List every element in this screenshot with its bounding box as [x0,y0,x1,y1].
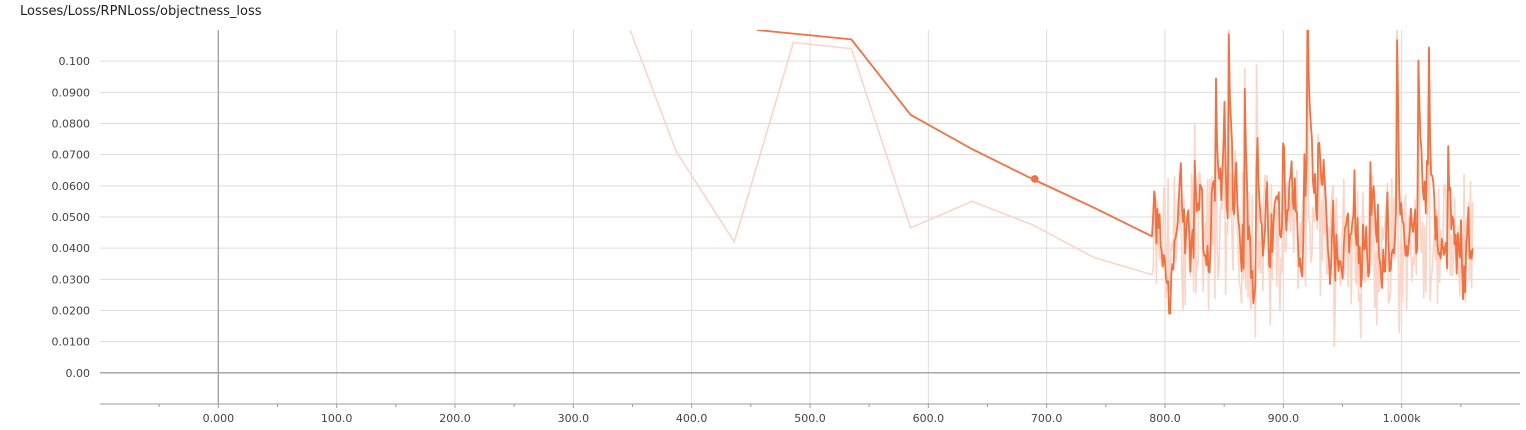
y-tick-label: 0.0900 [52,86,91,99]
smoothed-series-line [756,30,1474,315]
x-tick-label: 300.0 [558,412,590,425]
y-tick-label: 0.0600 [52,180,91,193]
x-tick-label: 400.0 [676,412,708,425]
x-tick-label: 900.0 [1268,412,1300,425]
x-tick-label: 1.000k [1383,412,1421,425]
y-tick-label: 0.00 [66,367,91,380]
y-tick-label: 0.0100 [52,336,91,349]
x-tick-label: 500.0 [794,412,826,425]
x-tick-label: 800.0 [1149,412,1181,425]
x-tick-label: 0.000 [203,412,235,425]
grid-lines [100,30,1520,404]
y-tick-label: 0.0700 [52,149,91,162]
highlighted-point [1031,175,1039,183]
y-tick-label: 0.0200 [52,305,91,318]
y-tick-label: 0.0400 [52,242,91,255]
tick-labels: 0.00 0.0100 0.0200 0.0300 0.0400 0.0500 0.0600… [52,55,1422,425]
x-tick-label: 100.0 [321,412,353,425]
y-tick-label: 0.0500 [52,211,91,224]
x-tick-label: 700.0 [1031,412,1063,425]
smoothed-series [756,30,1474,315]
y-tick-label: 0.100 [59,55,91,68]
y-tick-label: 0.0800 [52,118,91,131]
x-tick-label: 200.0 [439,412,471,425]
axes [100,30,1520,408]
chart-title: Losses/Loss/RPNLoss/objectness_loss [20,4,262,19]
x-tick-label: 600.0 [913,412,945,425]
y-tick-label: 0.0300 [52,273,91,286]
